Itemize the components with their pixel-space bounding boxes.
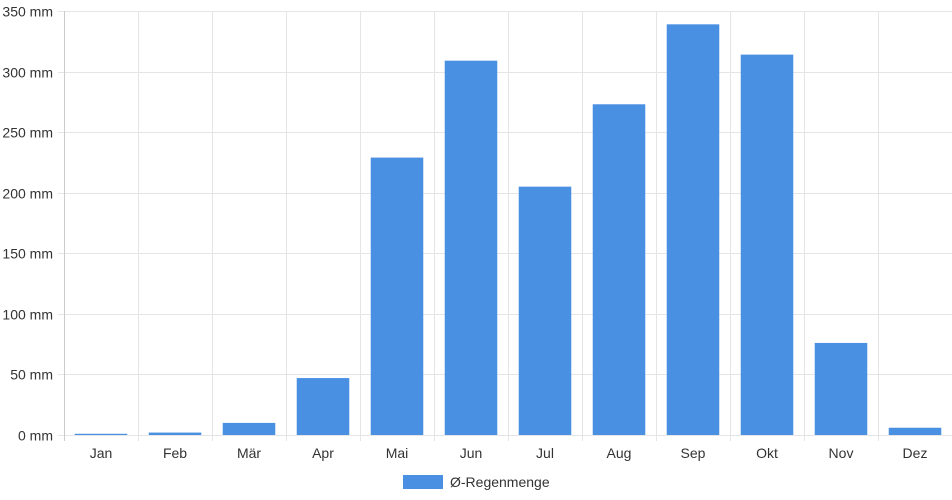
- x-tick-label: Sep: [681, 445, 706, 461]
- legend-swatch[interactable]: [403, 475, 443, 489]
- x-tick-label: Jan: [90, 445, 113, 461]
- bar-nov[interactable]: [814, 342, 868, 435]
- y-tick-label: 350 mm: [2, 4, 53, 20]
- bar-mär[interactable]: [222, 422, 276, 435]
- y-axis: 0 mm 50 mm 100 mm 150 mm 200 mm 250 mm 300 mm 3…: [2, 4, 53, 444]
- x-tick-label: Mai: [386, 445, 409, 461]
- x-tick-label: Dez: [903, 445, 928, 461]
- bar-jan[interactable]: [74, 433, 128, 435]
- bar-okt[interactable]: [740, 54, 794, 436]
- x-tick-label: Okt: [756, 445, 778, 461]
- y-tick-label: 50 mm: [10, 367, 53, 383]
- legend[interactable]: Ø-Regenmenge: [403, 474, 550, 490]
- bar-dez[interactable]: [888, 427, 942, 435]
- x-axis: Jan Feb Mär Apr Mai Jun Jul Aug Sep Okt Nov Dez: [90, 445, 928, 461]
- bar-apr[interactable]: [296, 378, 350, 435]
- grid-layer: [58, 11, 952, 441]
- bar-feb[interactable]: [148, 432, 202, 435]
- bar-aug[interactable]: [592, 104, 646, 435]
- y-tick-label: 300 mm: [2, 65, 53, 81]
- x-tick-label: Jul: [536, 445, 554, 461]
- y-tick-label: 150 mm: [2, 246, 53, 262]
- x-tick-label: Feb: [163, 445, 187, 461]
- bars-layer: [74, 24, 942, 436]
- x-tick-label: Nov: [829, 445, 854, 461]
- bar-mai[interactable]: [370, 157, 424, 435]
- x-tick-label: Aug: [607, 445, 632, 461]
- y-tick-label: 0 mm: [18, 428, 53, 444]
- y-tick-label: 250 mm: [2, 125, 53, 141]
- x-tick-label: Jun: [460, 445, 483, 461]
- bar-jun[interactable]: [444, 60, 498, 435]
- x-tick-label: Apr: [312, 445, 334, 461]
- y-tick-label: 100 mm: [2, 307, 53, 323]
- bar-sep[interactable]: [666, 24, 720, 435]
- bar-jul[interactable]: [518, 186, 572, 435]
- legend-label[interactable]: Ø-Regenmenge: [450, 474, 550, 490]
- y-tick-label: 200 mm: [2, 186, 53, 202]
- x-tick-label: Mär: [237, 445, 261, 461]
